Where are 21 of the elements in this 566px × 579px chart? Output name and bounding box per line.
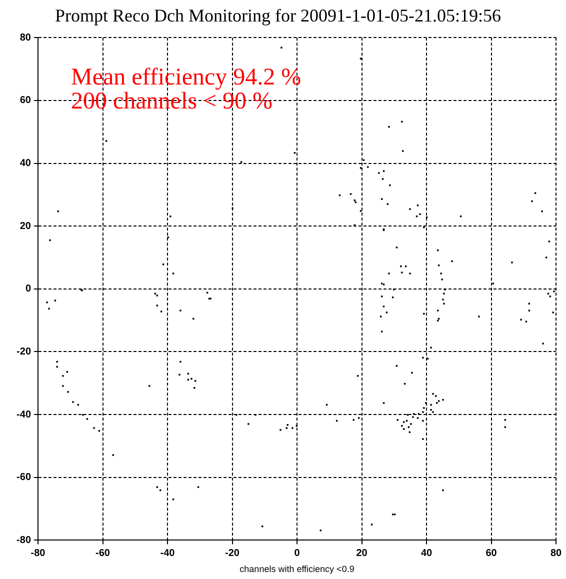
x-tick-label: 60 bbox=[486, 548, 498, 559]
y-tick-label: 60 bbox=[20, 95, 32, 106]
y-tick-label: 0 bbox=[25, 284, 32, 295]
y-tick-label: 20 bbox=[20, 220, 32, 232]
x-tick-label: 0 bbox=[294, 548, 300, 559]
x-axis-title: channels with efficiency <0.9 bbox=[240, 564, 354, 574]
y-tick-label: -60 bbox=[16, 472, 32, 484]
x-tick-label: -40 bbox=[160, 548, 176, 559]
x-tick-label: 80 bbox=[550, 548, 562, 559]
y-tick-label: -20 bbox=[16, 346, 32, 358]
chart-title: Prompt Reco Dch Monitoring for 20091-1-01-05-21.05:19:56 bbox=[55, 6, 501, 26]
x-tick-label: 40 bbox=[420, 548, 432, 559]
x-tick-label: -80 bbox=[30, 548, 46, 559]
y-tick-label: -40 bbox=[16, 409, 32, 420]
x-tick-label: -60 bbox=[96, 548, 110, 559]
y-tick-label: -80 bbox=[16, 534, 32, 546]
x-tick-label: 20 bbox=[356, 548, 368, 559]
y-tick-label: 80 bbox=[20, 32, 32, 44]
y-tick-label: 40 bbox=[20, 158, 32, 169]
annotation: Mean efficiency 94.2 % bbox=[71, 64, 302, 91]
x-tick-label: -20 bbox=[225, 548, 240, 559]
